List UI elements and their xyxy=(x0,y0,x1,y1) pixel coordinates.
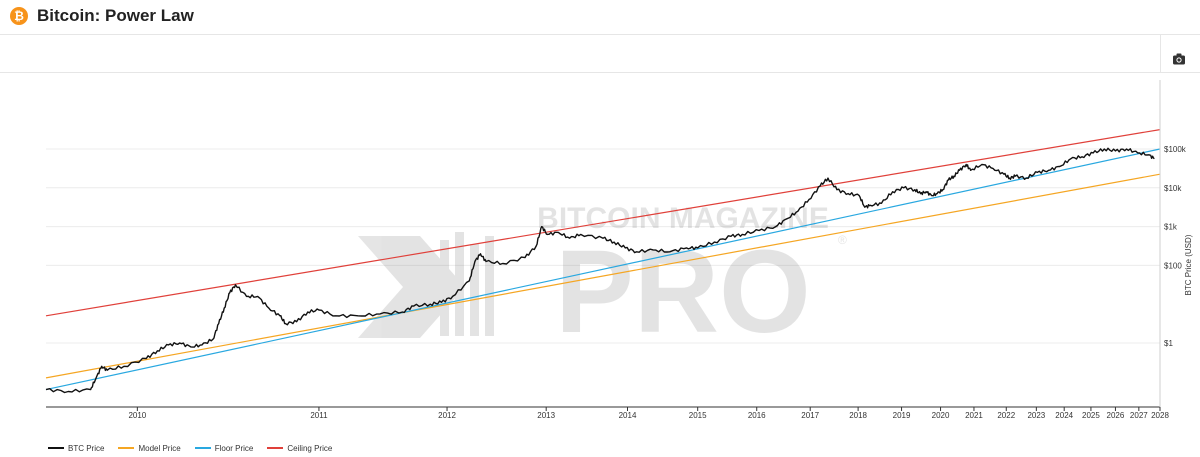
x-tick-label: 2025 xyxy=(1082,411,1100,420)
toolbar-divider xyxy=(1160,35,1161,73)
watermark-logo-icon xyxy=(358,232,494,338)
legend-item-ceiling-price[interactable]: Ceiling Price xyxy=(267,444,332,453)
bitcoin-logo-icon: ₿ xyxy=(10,7,28,25)
header: ₿ Bitcoin: Power Law xyxy=(0,0,1200,35)
legend-swatch-floor xyxy=(194,447,211,449)
y-tick-label: $100 xyxy=(1164,261,1182,270)
watermark-pro: PRO xyxy=(555,226,811,358)
model-price-line xyxy=(45,173,1161,379)
y-tick-label: $1 xyxy=(1164,339,1173,348)
y-axis-label: BTC Price (USD) xyxy=(1184,234,1193,295)
legend-swatch-model xyxy=(118,447,135,449)
x-tick-label: 2021 xyxy=(965,411,983,420)
x-tick-label: 2011 xyxy=(310,411,328,420)
x-tick-label: 2024 xyxy=(1055,411,1073,420)
legend-item-model-price[interactable]: Model Price xyxy=(118,443,181,453)
y-tick-label: $10k xyxy=(1164,184,1182,193)
x-tick-label: 2016 xyxy=(748,411,766,420)
legend-swatch-btc xyxy=(48,447,64,449)
x-tick-label: 2018 xyxy=(849,411,867,420)
x-tick-label: 2020 xyxy=(932,411,950,420)
x-tick-label: 2014 xyxy=(619,411,637,420)
watermark: BITCOIN MAGAZINE PRO ® xyxy=(358,202,847,358)
x-tick-label: 2019 xyxy=(893,411,911,420)
legend-item-btc-price[interactable]: BTC Price xyxy=(48,444,104,453)
x-tick-label: 2023 xyxy=(1027,411,1045,420)
legend-swatch-ceiling xyxy=(267,447,284,449)
x-tick-label: 2017 xyxy=(801,411,819,420)
x-tick-label: 2027 xyxy=(1130,411,1148,420)
y-tick-label: $1k xyxy=(1164,223,1178,232)
x-tick-label: 2022 xyxy=(997,411,1015,420)
x-tick-label: 2013 xyxy=(537,411,555,420)
watermark-registered-mark: ® xyxy=(838,233,847,247)
page-title: Bitcoin: Power Law xyxy=(37,6,194,25)
y-tick-label: $100k xyxy=(1164,145,1187,154)
legend-label: Ceiling Price xyxy=(287,443,333,453)
legend-label: Model Price xyxy=(138,443,181,453)
series-lines xyxy=(45,129,1161,394)
x-tick-label: 2028 xyxy=(1151,411,1169,420)
x-tick-label: 2015 xyxy=(689,411,707,420)
x-tick-label: 2012 xyxy=(438,411,456,420)
x-tick-label: 2010 xyxy=(128,411,146,420)
gridlines xyxy=(46,148,1160,344)
btc-price-line xyxy=(45,147,1155,394)
watermark-brand: BITCOIN MAGAZINE xyxy=(537,202,829,235)
chart-toolbar xyxy=(0,35,1200,73)
legend: BTC Price Model Price Floor Price Ceilin… xyxy=(48,441,332,455)
legend-label: Floor Price xyxy=(214,443,254,453)
camera-icon[interactable] xyxy=(1172,52,1186,66)
legend-label: BTC Price xyxy=(68,443,105,453)
x-tick-label: 2026 xyxy=(1107,411,1125,420)
floor-price-line xyxy=(45,148,1161,391)
ceiling-price-line xyxy=(45,129,1161,317)
axes: $1 $100 $1k $10k $100k 2010 2011 2012 2013 2014 20… xyxy=(46,80,1187,420)
legend-item-floor-price[interactable]: Floor Price xyxy=(194,443,254,453)
